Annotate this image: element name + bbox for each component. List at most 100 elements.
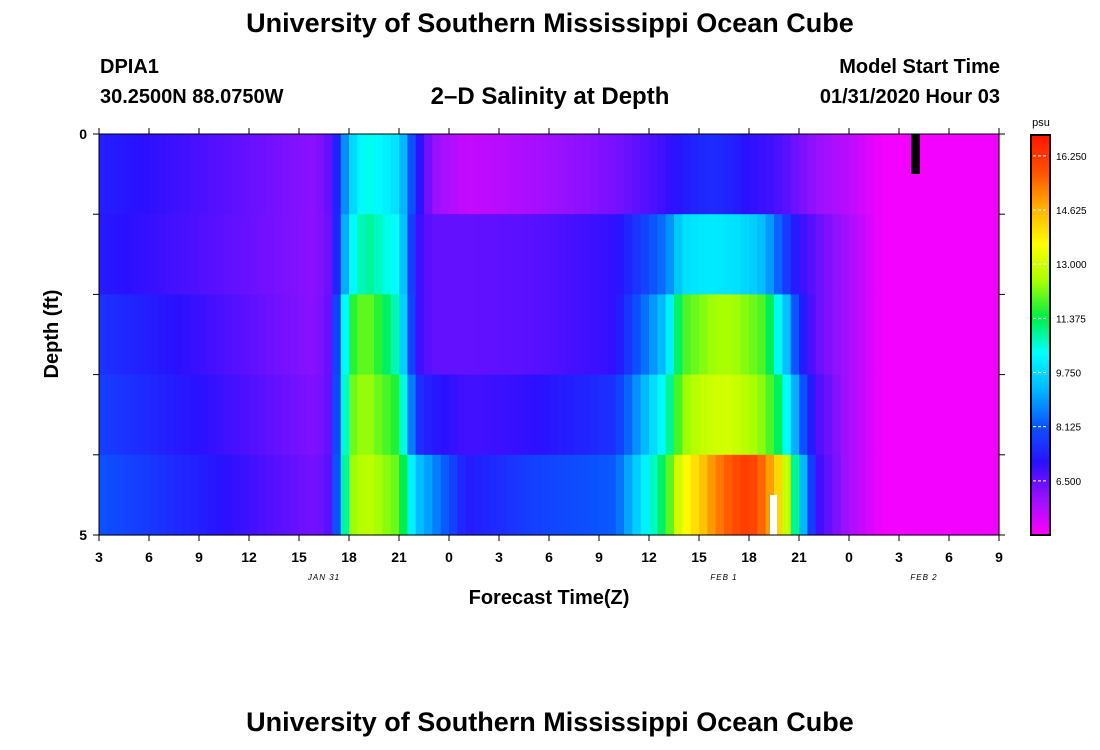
heatmap-cell (499, 134, 508, 215)
heatmap-cell (640, 294, 650, 376)
heatmap-cell (890, 454, 900, 536)
heatmap-cell (949, 454, 958, 536)
heatmap-cell (290, 454, 300, 536)
heatmap-cell (657, 374, 667, 456)
heatmap-cell (624, 294, 633, 376)
heatmap-cell (657, 134, 667, 215)
heatmap-cell (732, 214, 742, 295)
heatmap-cell (107, 374, 117, 456)
heatmap-cell (882, 214, 892, 295)
heatmap-cell (715, 374, 725, 456)
heatmap-cell (665, 134, 675, 215)
chart-title: 2–D Salinity at Depth (430, 83, 670, 110)
x-tick-label: 0 (845, 549, 853, 565)
y-tick-label: 5 (79, 527, 87, 543)
heatmap-cell (340, 134, 350, 215)
heatmap-cell (899, 214, 908, 295)
heatmap-cell (132, 214, 142, 295)
heatmap-cell (349, 134, 358, 215)
heatmap-cell (224, 134, 233, 215)
heatmap-cell (282, 454, 292, 536)
heatmap-cell (474, 454, 483, 536)
heatmap-cell (932, 214, 942, 295)
heatmap-cell (357, 374, 367, 456)
x-tick-label: 18 (341, 549, 357, 565)
heatmap-cell (374, 214, 383, 295)
heatmap-cell (765, 214, 775, 295)
heatmap-cell (824, 374, 833, 456)
heatmap-cell (782, 134, 792, 215)
heatmap-cell (907, 134, 917, 215)
heatmap-cell (540, 374, 550, 456)
heatmap-cell (232, 374, 242, 456)
colorbar-tick-label: 11.375 (1056, 314, 1086, 325)
heatmap-cell (415, 294, 425, 376)
heatmap-cell (632, 294, 642, 376)
heatmap-cell (415, 134, 425, 215)
heatmap-cell (565, 294, 575, 376)
heatmap-cell (865, 294, 875, 376)
heatmap-cell (182, 134, 192, 215)
heatmap-cell (857, 374, 867, 456)
heatmap-cell (174, 374, 183, 456)
heatmap-cell (224, 454, 233, 536)
heatmap-cell (849, 294, 858, 376)
heatmap-cell (990, 214, 1000, 295)
heatmap-cell (665, 374, 675, 456)
heatmap-cell (382, 374, 392, 456)
heatmap-cell (407, 374, 417, 456)
heatmap-cell (149, 294, 158, 376)
heatmap-cell (224, 214, 233, 295)
x-tick-label: 9 (595, 549, 603, 565)
heatmap-cell (107, 454, 117, 536)
model-start-value: 01/31/2020 Hour 03 (819, 86, 1000, 108)
heatmap-cell (240, 214, 250, 295)
heatmap-cell (157, 214, 167, 295)
heatmap-cell (990, 294, 1000, 376)
heatmap-cell (782, 214, 792, 295)
heatmap-cell (824, 214, 833, 295)
heatmap-cell (840, 374, 850, 456)
colorbar-tick-label: 8.125 (1056, 423, 1081, 434)
heatmap-cell (674, 374, 683, 456)
heatmap-cell (515, 454, 525, 536)
heatmap-cell (257, 294, 267, 376)
heatmap-cell (199, 374, 208, 456)
heatmap-cell (815, 294, 825, 376)
heatmap-cell (782, 454, 792, 536)
heatmap-cell (465, 134, 475, 215)
heatmap-cell (232, 134, 242, 215)
heatmap-cell (890, 374, 900, 456)
heatmap-cell (457, 454, 467, 536)
missing-data-marker-bottom (770, 495, 777, 535)
x-tick-label: 3 (895, 549, 903, 565)
heatmap-cell (407, 134, 417, 215)
heatmap-cell (824, 134, 833, 215)
heatmap-cell (740, 134, 750, 215)
heatmap-cell (899, 294, 908, 376)
heatmap-cell (749, 294, 758, 376)
heatmap-cell (332, 294, 342, 376)
heatmap-cell (740, 214, 750, 295)
heatmap-cell (965, 214, 975, 295)
heatmap-cell (149, 214, 158, 295)
heatmap-cell (757, 454, 767, 536)
heatmap-cell (482, 294, 492, 376)
heatmap-cell (215, 134, 225, 215)
heatmap-cell (849, 134, 858, 215)
heatmap-cell (299, 134, 308, 215)
heatmap-cell (474, 134, 483, 215)
heatmap-cell (940, 374, 950, 456)
heatmap-cell (790, 294, 800, 376)
heatmap-cell (682, 374, 692, 456)
heatmap-cell (915, 214, 925, 295)
heatmap-cell (415, 214, 425, 295)
heatmap-cell (524, 294, 533, 376)
heatmap-cell (899, 134, 908, 215)
heatmap-cell (574, 134, 583, 215)
heatmap-cell (932, 374, 942, 456)
heatmap-cell (324, 214, 333, 295)
heatmap-cell (565, 454, 575, 536)
heatmap-cell (915, 454, 925, 536)
